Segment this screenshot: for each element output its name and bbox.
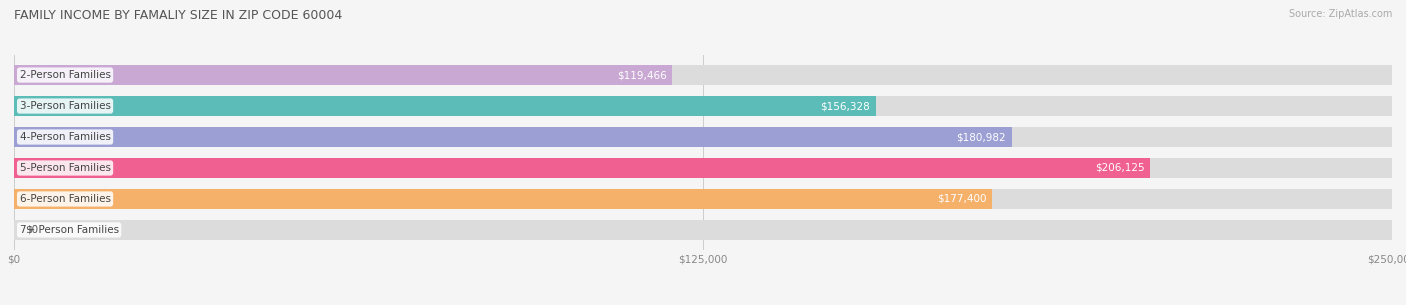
Bar: [14, 66, 672, 85]
Bar: [14, 96, 1392, 116]
Text: 6-Person Families: 6-Person Families: [20, 194, 111, 204]
Text: $119,466: $119,466: [617, 70, 666, 80]
Bar: [14, 127, 1392, 147]
Text: $156,328: $156,328: [821, 101, 870, 111]
Text: $0: $0: [25, 225, 38, 235]
Bar: [14, 189, 1392, 209]
Text: 4-Person Families: 4-Person Families: [20, 132, 111, 142]
Bar: [14, 220, 1392, 239]
Text: 2-Person Families: 2-Person Families: [20, 70, 111, 80]
Bar: [14, 127, 1011, 147]
Bar: [14, 189, 991, 209]
Text: $180,982: $180,982: [956, 132, 1007, 142]
Text: Source: ZipAtlas.com: Source: ZipAtlas.com: [1288, 9, 1392, 19]
Text: 3-Person Families: 3-Person Families: [20, 101, 111, 111]
Text: $206,125: $206,125: [1095, 163, 1144, 173]
Text: FAMILY INCOME BY FAMALIY SIZE IN ZIP CODE 60004: FAMILY INCOME BY FAMALIY SIZE IN ZIP COD…: [14, 9, 342, 22]
Bar: [14, 96, 876, 116]
Text: 7+ Person Families: 7+ Person Families: [20, 225, 118, 235]
Text: 5-Person Families: 5-Person Families: [20, 163, 111, 173]
Bar: [14, 66, 1392, 85]
Bar: [14, 158, 1392, 178]
Bar: [14, 158, 1150, 178]
Text: $177,400: $177,400: [936, 194, 986, 204]
